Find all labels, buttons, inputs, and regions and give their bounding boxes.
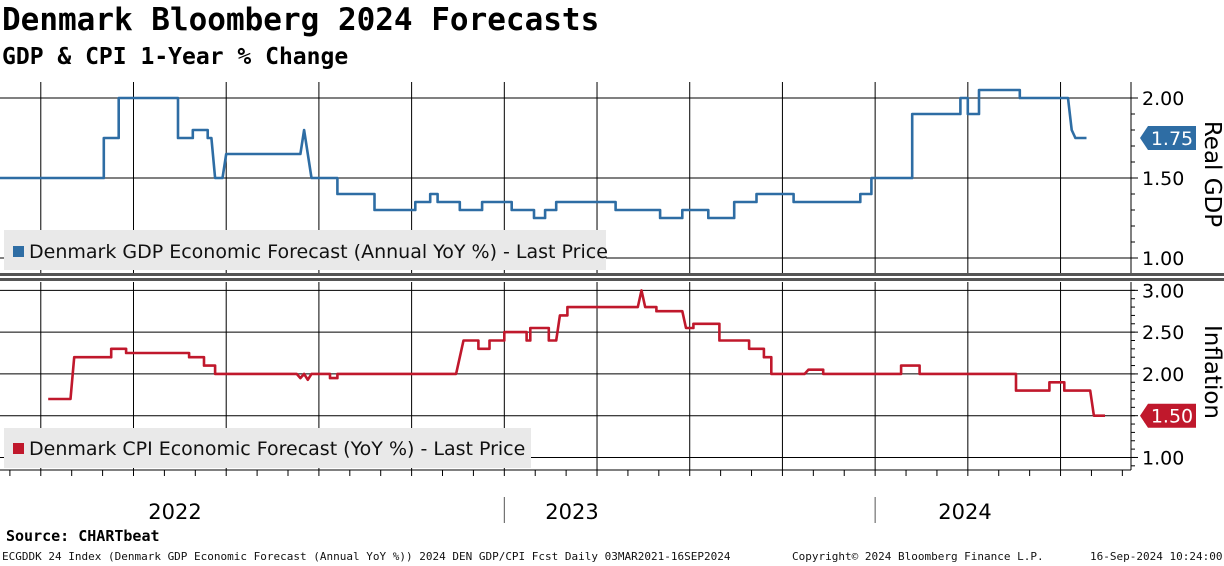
gdp-last-value-tag <box>1140 126 1196 150</box>
cpi-last-value-tag <box>1140 403 1196 428</box>
cpi-series-line <box>48 289 1105 418</box>
cpi-ytick-label: 3.00 <box>1142 280 1184 302</box>
x-year-label: 2022 <box>148 500 201 524</box>
gdp-ytick-label: 2.00 <box>1142 88 1184 110</box>
chart-title: Denmark Bloomberg 2024 Forecasts <box>2 2 600 38</box>
gdp-legend-swatch <box>13 246 24 257</box>
chart-subtitle: GDP & CPI 1-Year % Change <box>2 44 349 70</box>
panel-separator <box>0 273 1224 276</box>
cpi-legend-label[interactable]: Denmark CPI Economic Forecast (YoY %) - … <box>29 438 525 460</box>
panel-separator <box>0 278 1224 281</box>
gdp-series-line <box>0 88 1087 220</box>
cpi-last-value-label: 1.50 <box>1151 406 1193 428</box>
cpi-axis-label: Inflation <box>1199 325 1224 419</box>
gdp-last-value-label: 1.75 <box>1151 128 1193 150</box>
cpi-legend-box <box>4 428 531 468</box>
gdp-axis-label: Real GDP <box>1199 121 1224 227</box>
gdp-legend-label[interactable]: Denmark GDP Economic Forecast (Annual Yo… <box>29 241 608 263</box>
gdp-ytick-label: 1.00 <box>1142 248 1184 270</box>
cpi-ytick-label: 2.00 <box>1142 364 1184 386</box>
cpi-ytick-label: 1.00 <box>1142 447 1184 469</box>
gdp-legend-box <box>4 230 606 270</box>
ticker-info: ECGDDK 24 Index (Denmark GDP Economic Fo… <box>2 550 731 563</box>
source-note: Source: CHARTbeat <box>6 527 160 545</box>
axis-layer: 1.00 1.50 2.00 Real GDP 1.75 1.00 1.50 2.00 2.50… <box>0 82 1224 524</box>
timestamp: 16-Sep-2024 10:24:00 <box>1090 550 1223 563</box>
x-year-label: 2024 <box>938 500 991 524</box>
series-layer <box>0 88 1105 418</box>
cpi-ytick-label: 2.50 <box>1142 322 1184 344</box>
x-year-label: 2023 <box>545 500 598 524</box>
copyright: Copyright© 2024 Bloomberg Finance L.P. <box>792 550 1044 563</box>
cpi-legend-swatch <box>13 443 24 454</box>
legend-layer: Denmark GDP Economic Forecast (Annual Yo… <box>4 230 608 468</box>
gdp-ytick-label: 1.50 <box>1142 168 1184 190</box>
